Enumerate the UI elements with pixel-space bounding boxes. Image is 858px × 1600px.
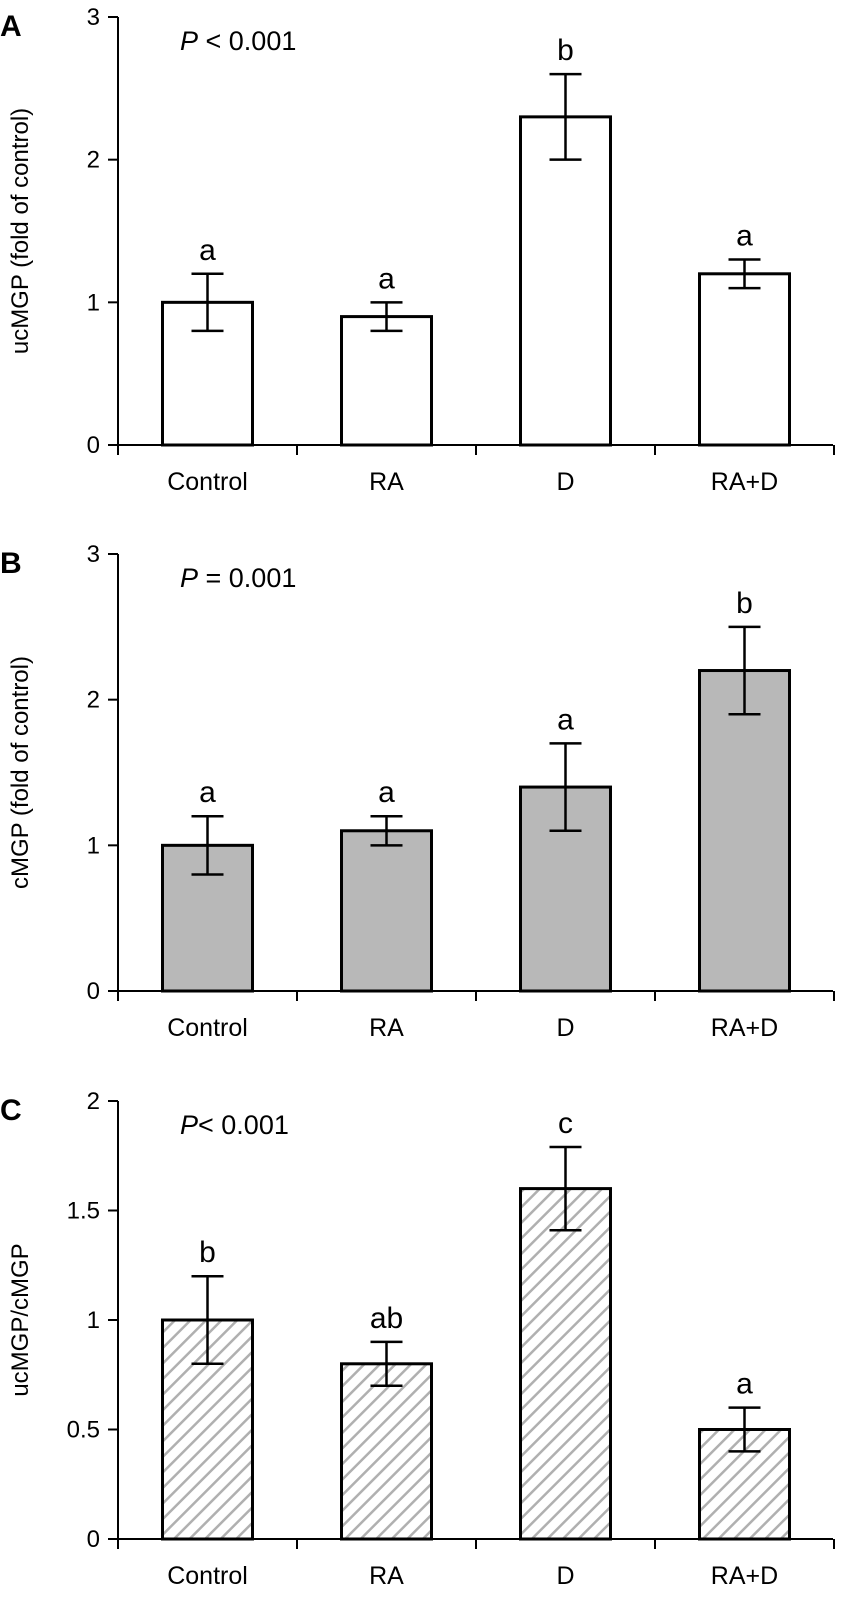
significance-letter: a	[199, 776, 216, 809]
significance-letter: a	[378, 262, 395, 295]
significance-letter: b	[736, 587, 753, 620]
x-tick-label: Control	[167, 1562, 248, 1590]
y-tick-label: 0.5	[67, 1417, 100, 1444]
significance-letter: a	[378, 776, 395, 809]
p-value-text: < 0.001	[198, 1110, 289, 1140]
significance-letter: a	[736, 1368, 753, 1401]
x-tick-label: D	[556, 1562, 574, 1590]
p-value-annotation: P< 0.001	[180, 1110, 289, 1140]
p-value-text: < 0.001	[198, 26, 296, 56]
significance-letter: b	[199, 1236, 216, 1269]
p-value-symbol: P	[180, 1110, 198, 1140]
significance-letter: ab	[370, 1302, 403, 1335]
bar	[519, 1187, 612, 1541]
p-value-annotation: P < 0.001	[180, 26, 296, 56]
significance-letter: a	[199, 234, 216, 267]
x-tick-label: RA	[369, 1014, 404, 1042]
x-tick-label: RA	[369, 1562, 404, 1590]
bar	[340, 315, 433, 447]
x-tick-label: Control	[167, 1014, 248, 1042]
bar	[698, 272, 791, 447]
significance-letter: a	[557, 703, 574, 736]
panel-label: A	[0, 10, 22, 43]
x-tick-label: D	[556, 1014, 574, 1042]
p-value-annotation: P = 0.001	[180, 563, 296, 593]
y-axis-title: ucMGP (fold of control)	[7, 108, 34, 354]
bar	[340, 1362, 433, 1541]
y-tick-label: 1	[87, 1307, 100, 1334]
bar	[519, 115, 612, 447]
y-tick-label: 3	[87, 541, 100, 568]
y-tick-label: 1	[87, 289, 100, 316]
y-tick-label: 3	[87, 4, 100, 31]
x-tick-label: RA+D	[711, 1014, 778, 1042]
y-tick-label: 0	[87, 1526, 100, 1553]
bar	[340, 829, 433, 993]
y-axis-title: ucMGP/cMGP	[7, 1243, 34, 1396]
bar	[698, 669, 791, 993]
y-axis-title: cMGP (fold of control)	[7, 656, 34, 889]
p-value-symbol: P	[180, 26, 198, 56]
x-tick-label: RA+D	[711, 1562, 778, 1590]
y-tick-label: 2	[87, 687, 100, 714]
panel-label: B	[0, 547, 22, 580]
bar	[698, 1428, 791, 1541]
y-tick-label: 0	[87, 978, 100, 1005]
p-value-text: = 0.001	[198, 563, 296, 593]
significance-letter: a	[736, 220, 753, 253]
significance-letter: c	[558, 1107, 573, 1140]
y-tick-label: 2	[87, 147, 100, 174]
panel-label: C	[0, 1094, 22, 1127]
x-tick-label: RA	[369, 468, 404, 496]
x-tick-label: D	[556, 468, 574, 496]
x-tick-label: RA+D	[711, 468, 778, 496]
y-tick-label: 2	[87, 1088, 100, 1115]
x-tick-label: Control	[167, 468, 248, 496]
p-value-symbol: P	[180, 563, 198, 593]
y-tick-label: 1	[87, 832, 100, 859]
y-tick-label: 1.5	[67, 1198, 100, 1225]
y-tick-label: 0	[87, 432, 100, 459]
significance-letter: b	[557, 34, 574, 67]
